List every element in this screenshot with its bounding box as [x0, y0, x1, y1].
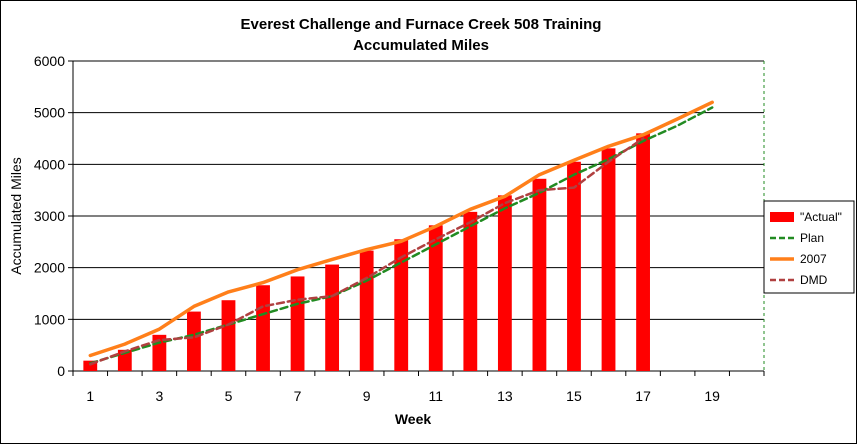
- bar-actual-week-16: [601, 148, 616, 371]
- legend-swatch-actual: [770, 212, 794, 222]
- legend-label-dmd: DMD: [800, 273, 828, 287]
- x-tick-label: 11: [429, 388, 444, 404]
- y-tick-label: 1000: [34, 311, 65, 327]
- chart-subtitle: Accumulated Miles: [353, 37, 489, 54]
- y-tick-label: 4000: [34, 156, 65, 172]
- legend-label-actual: "Actual": [800, 210, 842, 224]
- bar-actual-week-4: [187, 311, 201, 371]
- bar-actual-week-14: [532, 178, 547, 371]
- x-tick-label: 9: [363, 388, 371, 404]
- y-tick-label: 0: [57, 363, 65, 379]
- bar-actual-week-15: [567, 161, 581, 371]
- x-tick-label: 13: [497, 388, 513, 404]
- y-tick-label: 3000: [34, 208, 65, 224]
- y-tick-label: 5000: [34, 105, 65, 121]
- x-tick-label: 17: [635, 388, 651, 404]
- x-tick-label: 1: [86, 388, 94, 404]
- bar-actual-week-6: [256, 285, 270, 371]
- bar-actual-week-7: [290, 276, 305, 371]
- x-tick-label: 3: [155, 388, 163, 404]
- bar-actual-week-12: [463, 211, 478, 371]
- x-axis-title: Week: [395, 411, 432, 427]
- chart-title: Everest Challenge and Furnace Creek 508 …: [241, 16, 602, 33]
- x-tick-label: 15: [566, 388, 582, 404]
- legend: "Actual" Plan 2007 DMD: [763, 200, 855, 294]
- y-tick-label: 6000: [34, 53, 65, 69]
- legend-label-plan: Plan: [800, 231, 824, 245]
- bar-actual-week-9: [359, 250, 374, 371]
- x-tick-label: 7: [294, 388, 302, 404]
- bar-actual-week-8: [325, 264, 340, 371]
- bar-actual-week-11: [428, 225, 443, 371]
- bar-actual-week-2: [117, 349, 132, 371]
- bar-actual-week-13: [497, 195, 512, 371]
- legend-label-2007: 2007: [800, 252, 827, 266]
- y-tick-label: 2000: [34, 260, 65, 276]
- bar-actual-week-10: [394, 239, 409, 371]
- series-line-dmd: [89, 137, 645, 366]
- x-tick-label: 19: [704, 388, 720, 404]
- bar-actual-week-5: [221, 300, 236, 371]
- bar-actual-week-1: [83, 360, 98, 371]
- series-line-2007: [88, 100, 714, 358]
- y-axis-title: Accumulated Miles: [8, 157, 24, 275]
- x-tick-label: 5: [225, 388, 233, 404]
- bar-actual-week-17: [636, 133, 650, 371]
